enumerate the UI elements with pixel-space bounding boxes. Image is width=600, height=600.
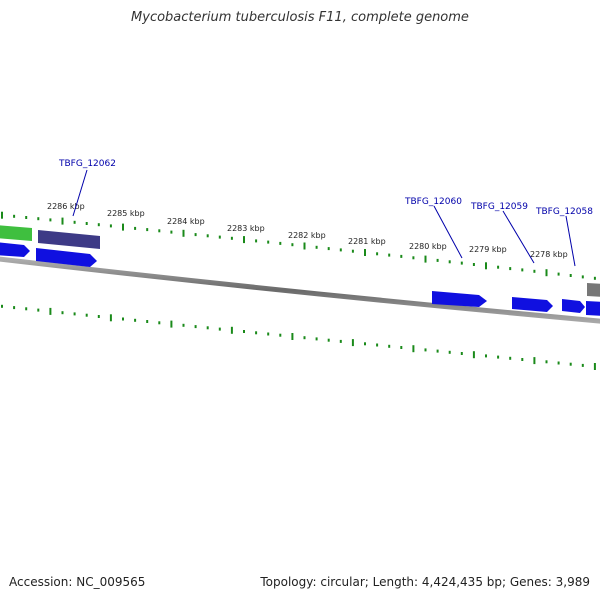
gene-feature-blue[interactable] xyxy=(36,248,97,267)
gene-feature-blue[interactable] xyxy=(432,291,487,307)
gene-feature-blue[interactable] xyxy=(0,242,30,257)
gene-feature-gray[interactable] xyxy=(587,283,600,297)
scale-label-2281: 2281 kbp xyxy=(348,237,386,246)
map-title: Mycobacterium tuberculosis F11, complete… xyxy=(131,10,469,25)
outer-tick-ring xyxy=(1,211,596,280)
scale-label-2285: 2285 kbp xyxy=(107,209,145,218)
gene-features xyxy=(0,225,600,316)
leader-line-tbfg-12059 xyxy=(502,210,535,264)
gene-label-tbfg-12058[interactable]: TBFG_12058 xyxy=(535,207,593,217)
scale-label-2283: 2283 kbp xyxy=(227,224,265,233)
accession-label: Accession: NC_009565 xyxy=(9,575,146,589)
genome-summary: Topology: circular; Length: 4,424,435 bp… xyxy=(260,575,590,589)
gene-label-tbfg-12060[interactable]: TBFG_12060 xyxy=(404,197,462,207)
inner-tick-ring xyxy=(1,304,596,370)
gene-feature-purple[interactable] xyxy=(38,230,100,249)
gene-label-leaders xyxy=(72,169,576,267)
gene-feature-blue[interactable] xyxy=(586,301,600,316)
leader-line-tbfg-12062 xyxy=(72,169,88,217)
scale-label-2279: 2279 kbp xyxy=(469,245,507,254)
genome-backbone xyxy=(0,256,600,324)
scale-labels: 2286 kbp 2285 kbp 2284 kbp 2283 kbp 2282… xyxy=(47,202,568,259)
leader-line-tbfg-12060 xyxy=(433,205,463,259)
scale-label-2286: 2286 kbp xyxy=(47,202,85,211)
leader-line-tbfg-12058 xyxy=(565,215,576,267)
gene-labels: TBFG_12062 TBFG_12060 TBFG_12059 TBFG_12… xyxy=(58,159,593,217)
scale-label-2284: 2284 kbp xyxy=(167,217,205,226)
gene-feature-blue[interactable] xyxy=(562,299,585,313)
scale-label-2282: 2282 kbp xyxy=(288,231,326,240)
scale-label-2280: 2280 kbp xyxy=(409,242,447,251)
gene-feature-blue[interactable] xyxy=(512,297,553,312)
scale-label-2278: 2278 kbp xyxy=(530,250,568,259)
gene-label-tbfg-12059[interactable]: TBFG_12059 xyxy=(470,202,528,212)
gene-label-tbfg-12062[interactable]: TBFG_12062 xyxy=(58,159,116,169)
gene-feature-green[interactable] xyxy=(0,225,32,241)
